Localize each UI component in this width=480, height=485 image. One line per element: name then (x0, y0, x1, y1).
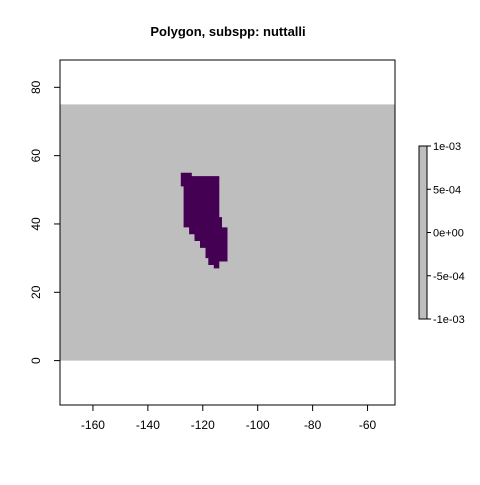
legend-tick-label: 1e-03 (433, 141, 461, 153)
legend-tick-label: 0e+00 (433, 228, 464, 240)
y-tick-label: 20 (29, 285, 43, 299)
y-tick-label: 40 (29, 217, 43, 231)
x-tick-label: -140 (136, 418, 160, 432)
y-tick-label: 80 (29, 80, 43, 94)
legend-tick-label: 5e-04 (433, 184, 461, 196)
x-axis: -160 -140 -120 -100 -80 -60 (81, 404, 377, 432)
legend-tick-label: -5e-04 (433, 271, 465, 283)
x-tick-label: -60 (359, 418, 377, 432)
y-tick-label: 60 (29, 149, 43, 163)
y-axis: 0 20 40 60 80 (29, 80, 61, 364)
legend-tick-label: -1e-03 (433, 314, 465, 326)
legend: 1e-03 5e-04 0e+00 -5e-04 -1e-03 (418, 141, 465, 326)
polygon-nuttalli (180, 172, 228, 269)
x-tick-label: -160 (81, 418, 105, 432)
x-tick-label: -100 (246, 418, 270, 432)
plot-area (59, 59, 396, 406)
y-tick-label: 0 (29, 357, 43, 364)
chart-title: Polygon, subspp: nuttalli (150, 24, 305, 39)
x-tick-label: -80 (304, 418, 322, 432)
legend-colorbar (418, 145, 428, 320)
x-tick-label: -120 (191, 418, 215, 432)
